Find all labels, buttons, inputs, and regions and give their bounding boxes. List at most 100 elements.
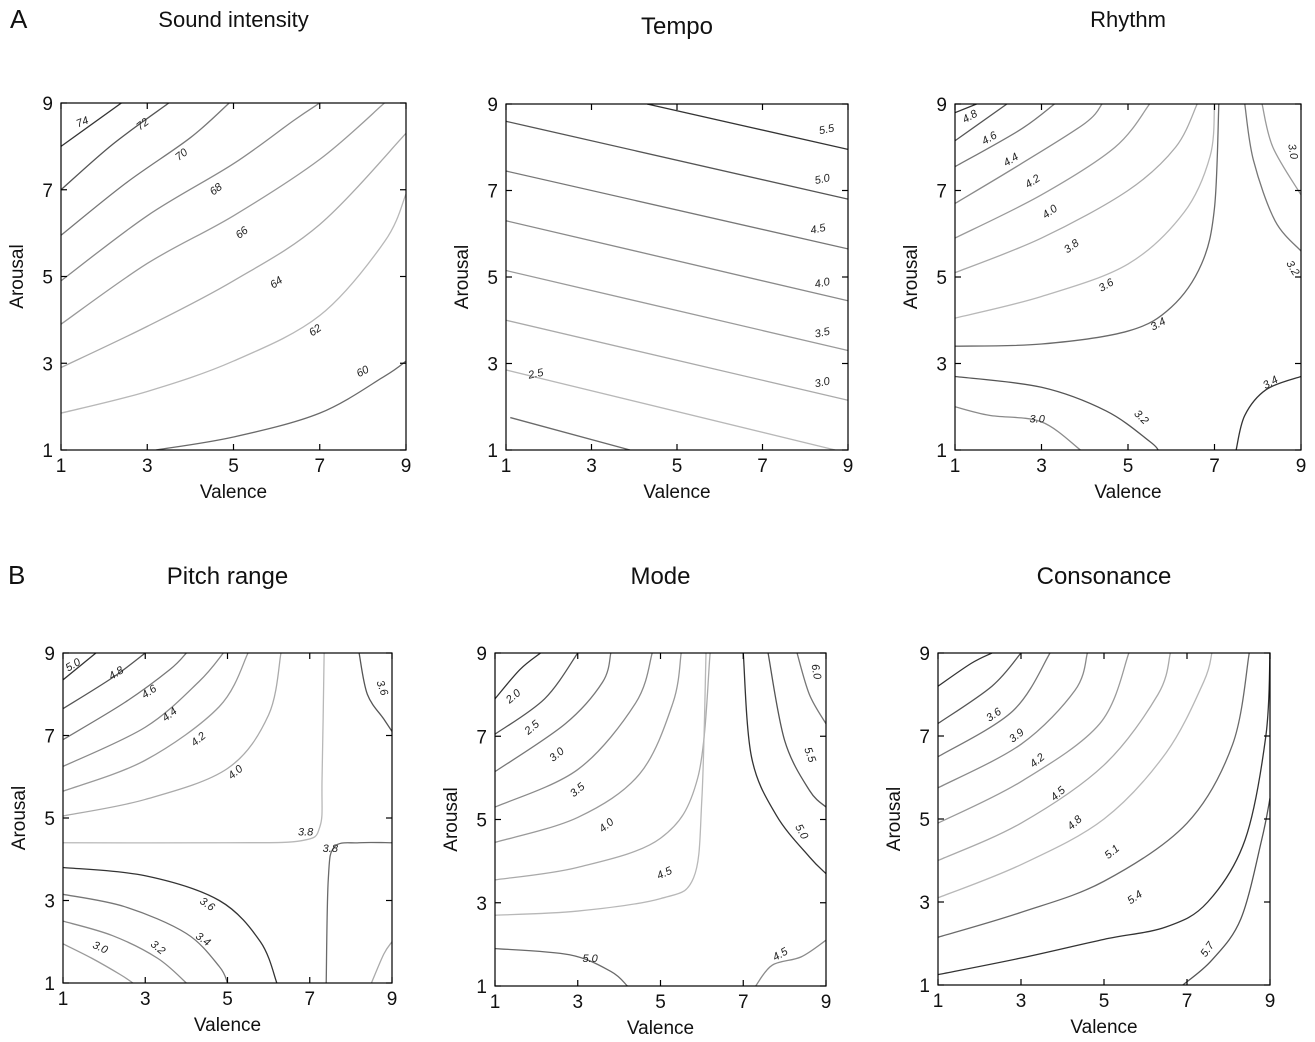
x-tick-label: 3 xyxy=(586,456,597,477)
contour-line-3.6 xyxy=(63,866,278,983)
contour-line-3.6c xyxy=(370,941,392,983)
y-tick-label: 7 xyxy=(487,182,498,203)
contour-label: 4.6 xyxy=(980,129,1000,147)
contour-line-66 xyxy=(61,103,385,325)
y-tick-label: 1 xyxy=(476,977,487,998)
x-tick-label: 7 xyxy=(1209,456,1220,477)
chart-2: Rhythm 4.84.64.44.2 4.03.8 3.6 3.4 3.4 3.2 3.2 3… xyxy=(901,7,1306,503)
contour-label: 3.4 xyxy=(193,930,212,949)
chart-title: Pitch range xyxy=(167,563,288,590)
y-tick-label: 7 xyxy=(476,727,487,748)
y-tick-label: 9 xyxy=(42,94,53,115)
y-tick-label: 3 xyxy=(42,354,53,375)
contour-label: 3.2 xyxy=(1283,259,1301,278)
contour-line-3.4 xyxy=(63,893,229,983)
contour-lines xyxy=(938,653,1270,985)
contour-line-3.2 xyxy=(955,375,1159,450)
contour-line-5.5 xyxy=(767,653,826,808)
y-tick-label: 9 xyxy=(476,644,487,665)
contour-line-3.2b xyxy=(1244,104,1301,252)
contour-line-74 xyxy=(61,103,122,147)
contour-line-68 xyxy=(61,103,321,282)
contour-line-5.5 xyxy=(646,104,848,151)
x-tick-label: 5 xyxy=(222,989,233,1010)
chart-title: Rhythm xyxy=(1090,7,1166,32)
y-tick-label: 7 xyxy=(919,727,930,748)
contour-label: 4.8 xyxy=(960,107,980,125)
contour-line-4.2 xyxy=(63,653,249,792)
contour-label: 3.4 xyxy=(1149,316,1168,334)
x-tick-label: 3 xyxy=(572,992,583,1013)
contour-label: 4.5 xyxy=(655,864,675,882)
contour-label: 4.5 xyxy=(1049,784,1069,804)
contour-line-4.8 xyxy=(63,653,146,710)
x-tick-label: 3 xyxy=(1016,991,1027,1012)
contour-lines xyxy=(495,653,826,986)
contour-label: 4.0 xyxy=(814,276,832,291)
contour-line-4.8 xyxy=(938,653,1172,862)
contour-line-3.9 xyxy=(938,653,1051,758)
x-tick-label: 5 xyxy=(228,456,239,477)
plot-frame xyxy=(62,652,393,984)
contour-line-5.0 xyxy=(506,120,848,200)
y-tick-label: 1 xyxy=(44,974,55,995)
x-axis-label: Valence xyxy=(627,1018,694,1039)
x-tick-label: 9 xyxy=(821,992,832,1013)
x-tick-label: 7 xyxy=(738,992,749,1013)
contour-label: 3.6 xyxy=(374,679,391,698)
x-tick-label: 3 xyxy=(142,456,153,477)
contour-line-3.6 xyxy=(938,653,1022,725)
panel-label-a: A xyxy=(10,4,28,34)
contour-line-4.4 xyxy=(63,653,224,768)
x-axis-label: Valence xyxy=(1094,482,1161,503)
contour-label: 4.5 xyxy=(809,222,827,237)
contour-line-5.0b xyxy=(495,947,628,986)
contour-label: 72 xyxy=(134,116,151,133)
contour-line-70 xyxy=(61,103,230,236)
contour-line-2.5 xyxy=(506,369,836,450)
contour-line-4.8 xyxy=(955,104,977,114)
contour-label: 4.6 xyxy=(140,682,160,701)
plot-frame xyxy=(60,102,407,451)
contour-line-2.0 xyxy=(495,653,541,700)
contour-line-4.0 xyxy=(955,104,1151,239)
contour-label: 3.0 xyxy=(1285,143,1300,161)
contour-label: 4.2 xyxy=(189,730,208,749)
x-tick-label: 5 xyxy=(1123,456,1134,477)
contour-label: 4.4 xyxy=(1002,151,1021,169)
contour-line-5.0c xyxy=(742,653,826,875)
contour-line-3.8 xyxy=(63,653,325,844)
contour-label: 5.0 xyxy=(814,172,832,187)
contour-lines xyxy=(955,104,1301,450)
contour-line-4.6 xyxy=(955,104,1008,142)
contour-line-4.2 xyxy=(955,104,1103,205)
contour-label: 4.8 xyxy=(1065,813,1085,833)
contour-line-3.5 xyxy=(506,269,848,352)
contour-line-3.0 xyxy=(495,653,612,773)
contour-lines xyxy=(506,104,848,450)
contour-label: 3.8 xyxy=(298,826,314,838)
contour-label: 3.6 xyxy=(1097,276,1117,294)
y-tick-label: 5 xyxy=(487,268,498,289)
x-tick-label: 7 xyxy=(1182,991,1193,1012)
chart-title: Mode xyxy=(630,563,690,590)
contour-label: 4.2 xyxy=(1023,173,1042,192)
contour-label: 60 xyxy=(355,363,372,380)
x-tick-label: 7 xyxy=(757,456,768,477)
y-tick-label: 1 xyxy=(42,441,53,462)
y-tick-label: 1 xyxy=(919,976,930,997)
y-tick-label: 5 xyxy=(44,809,55,830)
chart-title: Sound intensity xyxy=(158,7,308,32)
x-tick-label: 1 xyxy=(933,991,944,1012)
x-tick-label: 5 xyxy=(672,456,683,477)
contour-line-3.0 xyxy=(506,319,848,401)
contour-line-2.0 xyxy=(510,416,631,450)
y-tick-label: 1 xyxy=(936,441,947,462)
contour-line-3.4b xyxy=(1235,375,1301,450)
contour-line-62 xyxy=(61,193,406,414)
y-tick-label: 3 xyxy=(919,893,930,914)
x-tick-label: 5 xyxy=(655,992,666,1013)
y-tick-label: 5 xyxy=(42,268,53,289)
contour-lines xyxy=(63,653,392,983)
